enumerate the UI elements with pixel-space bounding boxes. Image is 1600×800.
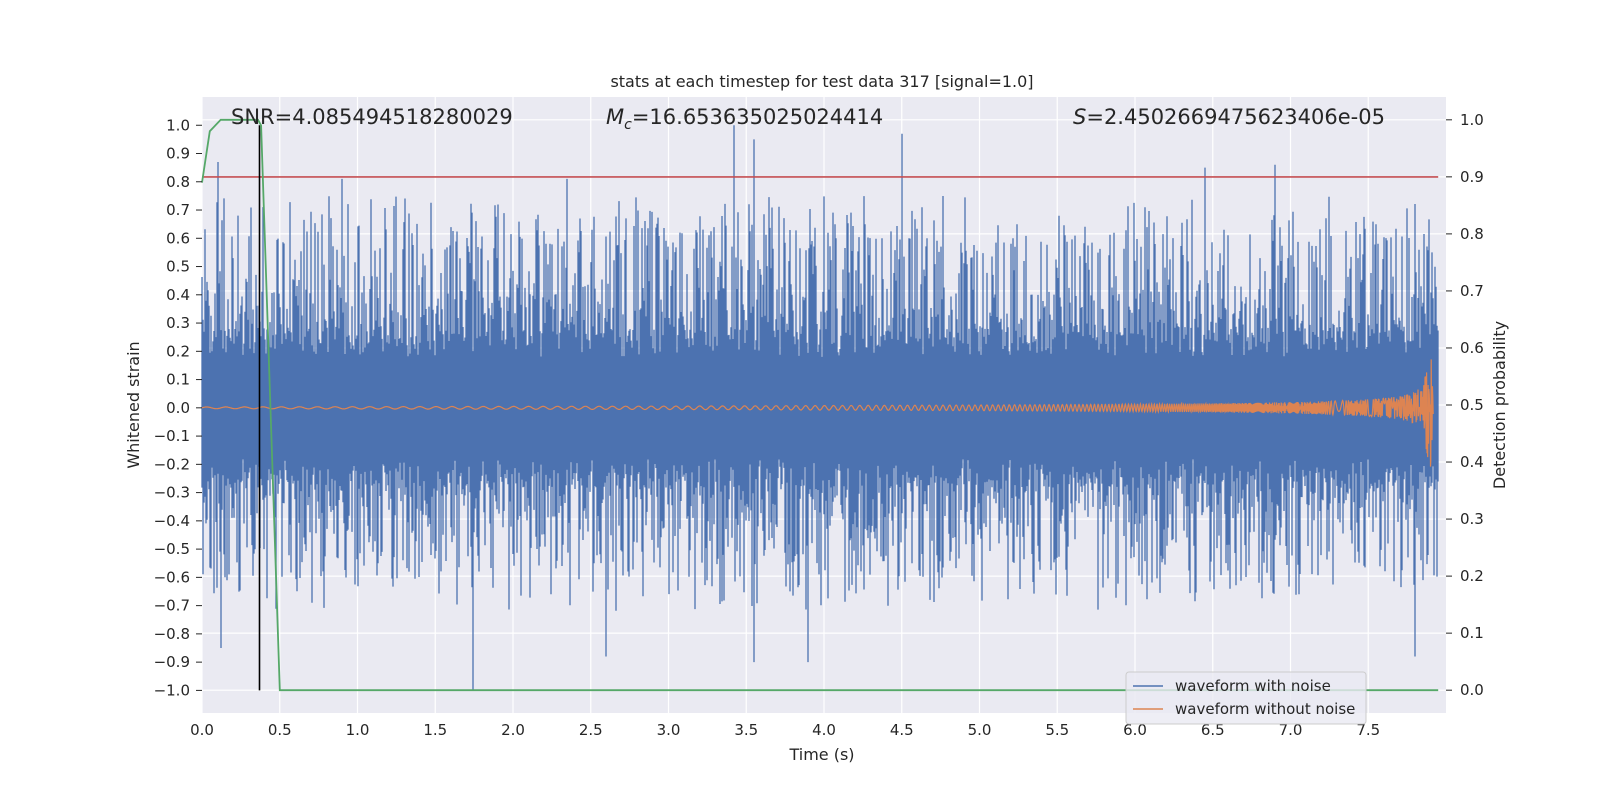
left-y-tick-label: −0.9 [154, 653, 190, 671]
legend-label-noise: waveform with noise [1175, 677, 1331, 695]
left-y-tick-label: −0.6 [154, 568, 190, 586]
s-symbol: S [1073, 105, 1086, 129]
clean-waveform-group [201, 359, 1434, 467]
chirp-mass-symbol: M [606, 105, 624, 129]
chirp-mass-value: =16.653635025024414 [632, 105, 883, 129]
x-tick-label: 1.0 [346, 721, 370, 739]
right-y-tick-label: 0.5 [1460, 396, 1484, 414]
left-y-tick-label: −0.8 [154, 625, 190, 643]
chart-title: stats at each timestep for test data 317… [610, 72, 1033, 91]
snr-annotation: SNR=4.085494518280029 [231, 105, 513, 129]
left-y-tick-label: 0.1 [166, 371, 190, 389]
right-y-tick-label: 0.0 [1460, 681, 1484, 699]
left-y-tick-label: 0.6 [166, 229, 190, 247]
chirp-mass-annotation: Mc=16.653635025024414 [606, 105, 883, 133]
right-y-tick-label: 0.3 [1460, 510, 1484, 528]
left-y-tick-label: 0.8 [166, 173, 190, 191]
right-y-tick-labels: 0.0 0.1 0.2 0.3 0.4 0.5 0.6 0.7 0.8 0.9 1.0 [1446, 111, 1484, 699]
right-y-tick-label: 0.7 [1460, 282, 1484, 300]
right-y-tick-label: 0.1 [1460, 624, 1484, 642]
right-y-tick-label: 0.6 [1460, 339, 1484, 357]
left-y-tick-labels: −1.0 −0.9 −0.8 −0.7 −0.6 −0.5 −0.4 −0.3 −0.2 −0.1… [154, 116, 202, 699]
legend-box [1125, 671, 1367, 725]
detection-probability-line [201, 118, 1439, 692]
x-tick-label: 5.5 [1045, 721, 1069, 739]
clean-waveform-line [201, 359, 1434, 467]
x-tick-label: 4.5 [890, 721, 914, 739]
x-tick-label: 7.0 [1279, 721, 1303, 739]
x-tick-label: 0.5 [268, 721, 292, 739]
left-y-tick-label: 0.9 [166, 145, 190, 163]
x-tick-label: 7.5 [1356, 721, 1380, 739]
left-y-tick-label: −0.4 [154, 512, 190, 530]
left-y-tick-label: −0.3 [154, 484, 190, 502]
left-y-tick-label: 1.0 [166, 116, 190, 134]
left-y-tick-label: 0.0 [166, 399, 190, 417]
x-axis-label: Time (s) [788, 745, 854, 764]
left-y-tick-label: 0.3 [166, 314, 190, 332]
left-y-tick-label: 0.2 [166, 342, 190, 360]
right-y-tick-label: 1.0 [1460, 111, 1484, 129]
y-axis-right-label: Detection probability [1490, 321, 1509, 489]
x-tick-label: 5.0 [968, 721, 992, 739]
x-tick-label: 6.0 [1123, 721, 1147, 739]
right-y-tick-label: 0.8 [1460, 225, 1484, 243]
right-y-tick-label: 0.9 [1460, 168, 1484, 186]
left-y-tick-label: −0.5 [154, 540, 190, 558]
left-y-tick-label: −0.1 [154, 427, 190, 445]
x-tick-labels: 0.0 0.5 1.0 1.5 2.0 2.5 3.0 3.5 4.0 4.5 5.0 5.5 6.0 6… [190, 721, 1380, 739]
left-y-tick-label: −0.2 [154, 455, 190, 473]
x-tick-label: 6.5 [1201, 721, 1225, 739]
left-y-tick-label: −1.0 [154, 681, 190, 699]
overlay-lines [201, 118, 1439, 692]
left-y-tick-label: 0.5 [166, 258, 190, 276]
x-tick-label: 3.0 [657, 721, 681, 739]
legend: waveform with noise waveform without noi… [1125, 671, 1367, 725]
x-tick-label: 2.5 [579, 721, 603, 739]
x-tick-label: 4.0 [812, 721, 836, 739]
left-y-tick-label: 0.7 [166, 201, 190, 219]
left-y-tick-label: 0.4 [166, 286, 190, 304]
right-y-tick-label: 0.2 [1460, 567, 1484, 585]
x-tick-label: 3.5 [734, 721, 758, 739]
x-tick-label: 1.5 [423, 721, 447, 739]
x-tick-label: 2.0 [501, 721, 525, 739]
legend-label-clean: waveform without noise [1175, 700, 1355, 718]
y-axis-left-label: Whitened strain [124, 341, 143, 468]
chirp-mass-subscript: c [624, 117, 632, 133]
right-y-tick-label: 0.4 [1460, 453, 1484, 471]
left-y-tick-label: −0.7 [154, 597, 190, 615]
s-annotation: S=2.4502669475623406e-05 [1073, 105, 1385, 129]
s-value: =2.4502669475623406e-05 [1086, 105, 1385, 129]
x-tick-label: 0.0 [190, 721, 214, 739]
